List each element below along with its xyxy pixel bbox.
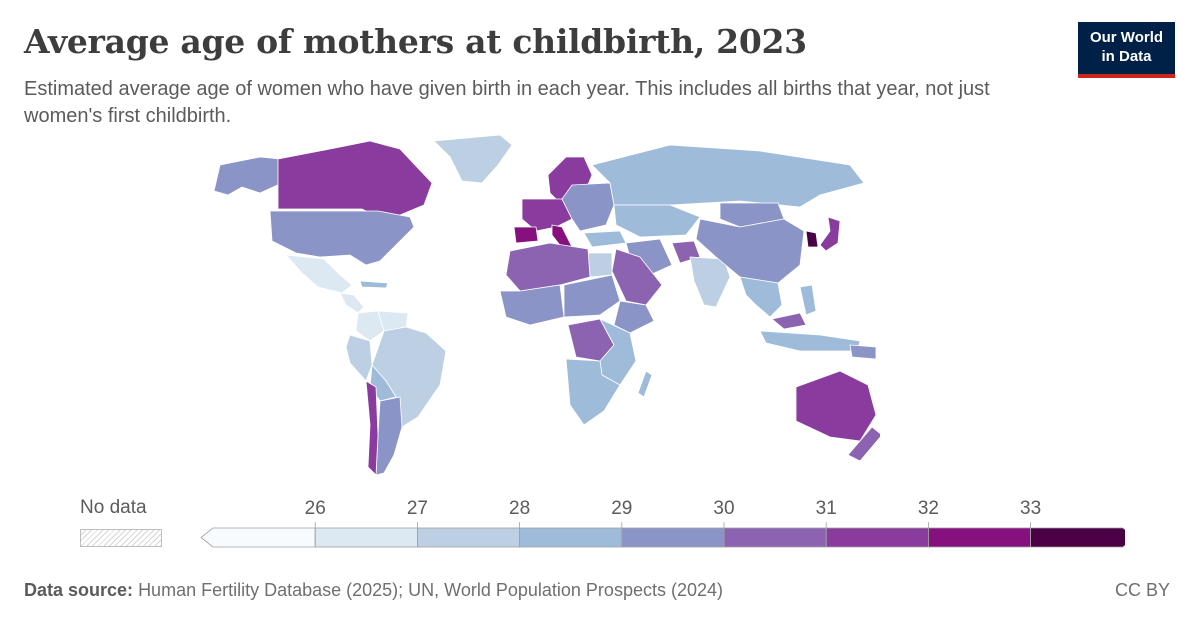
logo-line-1: Our World (1089, 29, 1164, 46)
color-legend: 26 27 28 29 30 31 32 33 (200, 498, 1125, 548)
chart-subtitle: Estimated average age of women who have … (24, 78, 990, 127)
region-sahel[interactable] (563, 274, 621, 318)
region-new-zealand[interactable] (847, 426, 880, 462)
region-north-africa[interactable] (505, 242, 591, 292)
region-argentina[interactable] (375, 396, 403, 476)
region-papua-new-guinea[interactable] (849, 344, 877, 360)
legend-bin-8 (1030, 527, 1125, 548)
region-mexico[interactable] (285, 254, 353, 294)
region-southeast-asia[interactable] (739, 276, 783, 318)
world-map[interactable] (200, 135, 880, 480)
legend-bin-0 (200, 527, 316, 548)
chart-title: Average age of mothers at childbirth, 20… (24, 22, 807, 61)
region-russia[interactable] (591, 144, 865, 208)
region-madagascar[interactable] (637, 370, 653, 398)
region-ethiopia[interactable] (613, 300, 655, 334)
region-eastern-europe[interactable] (561, 182, 615, 232)
legend-bin-5 (723, 527, 827, 548)
region-japan[interactable] (819, 216, 841, 252)
region-greenland[interactable] (433, 135, 513, 184)
legend-bin-3 (519, 527, 623, 548)
region-spain[interactable] (513, 226, 539, 244)
legend-tick-label: 33 (1020, 498, 1041, 519)
region-india[interactable] (689, 256, 731, 308)
region-kazakhstan[interactable] (613, 204, 701, 238)
legend-bin-2 (416, 527, 520, 548)
region-china[interactable] (695, 218, 805, 284)
region-indonesia[interactable] (759, 330, 861, 352)
legend-bin-7 (928, 527, 1032, 548)
legend-tick-label: 26 (305, 498, 326, 519)
legend-tick-label: 32 (918, 498, 939, 519)
logo-line-2: in Data (1101, 48, 1152, 65)
region-united-states[interactable] (269, 210, 415, 266)
data-source-label: Data source: (24, 580, 134, 600)
license-label[interactable]: CC BY (1114, 580, 1170, 600)
region-canada[interactable] (277, 140, 433, 218)
owid-logo[interactable]: Our World in Data (1078, 22, 1175, 78)
region-central-america[interactable] (339, 292, 365, 314)
legend-tick-label: 30 (713, 498, 734, 519)
data-source: Data source: Human Fertility Database (2… (24, 580, 723, 601)
legend-bin-6 (825, 527, 929, 548)
region-peru[interactable] (345, 334, 373, 382)
region-cuba[interactable] (359, 280, 389, 289)
legend-tick-label: 27 (407, 498, 428, 519)
legend-bin-1 (314, 527, 418, 548)
no-data-label: No data (80, 497, 147, 518)
region-australia[interactable] (795, 370, 877, 442)
region-egypt[interactable] (587, 252, 613, 278)
region-turkey[interactable] (583, 230, 627, 248)
region-alaska[interactable] (213, 156, 283, 196)
legend-tick-label: 28 (509, 498, 530, 519)
region-philippines[interactable] (799, 284, 817, 316)
region-korea[interactable] (805, 230, 819, 248)
no-data-swatch (80, 529, 162, 547)
data-source-text: Human Fertility Database (2025); UN, Wor… (138, 580, 723, 600)
region-west-africa[interactable] (499, 284, 565, 326)
legend-tick-label: 31 (816, 498, 837, 519)
region-chile[interactable] (365, 380, 379, 476)
region-colombia[interactable] (355, 310, 385, 342)
legend-tick-label: 29 (611, 498, 632, 519)
region-malaysia[interactable] (771, 312, 807, 330)
region-southern-africa[interactable] (565, 358, 621, 426)
legend-bin-4 (621, 527, 725, 548)
